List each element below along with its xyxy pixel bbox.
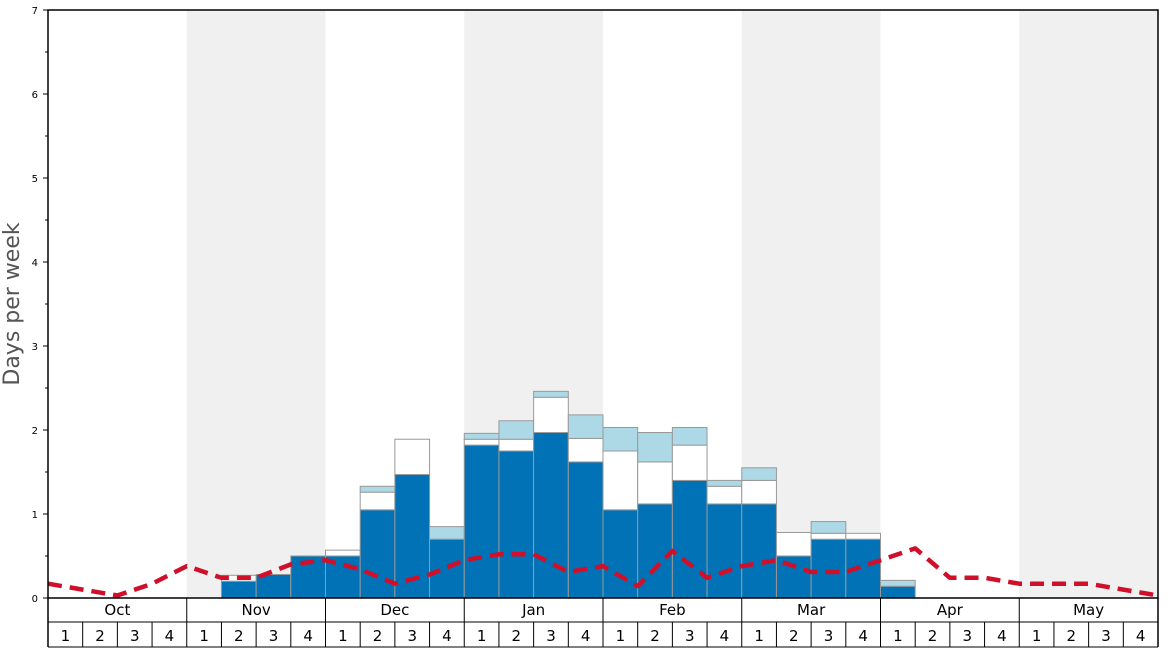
week-label: 3 <box>269 627 279 645</box>
week-label: 4 <box>997 627 1007 645</box>
bar-segment-white <box>533 396 569 434</box>
week-label: 1 <box>893 627 903 645</box>
week-label: 1 <box>754 627 764 645</box>
week-label: 2 <box>789 627 799 645</box>
week-label: 4 <box>442 627 452 645</box>
week-label: 1 <box>61 627 71 645</box>
month-label-nov: Nov <box>241 601 270 619</box>
bar-segment-dark <box>741 503 777 599</box>
month-label-jan: Jan <box>521 601 545 619</box>
week-label: 2 <box>512 627 522 645</box>
bar-segment-light <box>602 426 639 452</box>
week-label: 2 <box>1067 627 1077 645</box>
month-label-feb: Feb <box>659 601 686 619</box>
week-label: 4 <box>165 627 175 645</box>
bar-segment-light <box>706 479 743 487</box>
bar-segment-light <box>637 432 673 463</box>
bar-segment-light <box>880 579 916 587</box>
month-label-dec: Dec <box>380 601 409 619</box>
week-label: 3 <box>407 627 417 645</box>
week-label: 2 <box>650 627 660 645</box>
bar-segment-dark <box>429 538 465 599</box>
week-label: 4 <box>1136 627 1146 645</box>
bar-segment-light <box>741 467 777 481</box>
bar-segment-white <box>394 438 431 476</box>
bar-segment-dark <box>671 479 708 599</box>
week-label: 2 <box>373 627 383 645</box>
bar-segment-dark <box>602 509 639 599</box>
bar-segment-white <box>359 491 396 511</box>
bar-segment-white <box>775 531 812 557</box>
week-label: 1 <box>338 627 348 645</box>
month-shade-nov <box>186 10 326 598</box>
bar-segment-light <box>671 426 708 446</box>
month-label-apr: Apr <box>937 601 964 619</box>
y-tick-label: 5 <box>32 174 38 185</box>
month-shade-may <box>1019 10 1158 598</box>
week-label: 3 <box>546 627 556 645</box>
week-label: 3 <box>824 627 834 645</box>
bar-segment-light <box>533 390 569 398</box>
bar-segment-dark <box>498 450 535 599</box>
bar-segment-light <box>810 521 847 534</box>
week-label: 4 <box>581 627 591 645</box>
week-label: 2 <box>95 627 105 645</box>
y-tick-label: 2 <box>32 426 38 437</box>
y-tick-label: 0 <box>32 594 38 605</box>
bar-segment-dark <box>567 461 604 599</box>
axes: 0 1 2 3 4 5 6 7 Oct 1 2 3 4 Nov 1 2 3 4 Dec 1 2 3 4 Jan 1 2 3 4 Feb 1… <box>32 6 1159 648</box>
week-label: 1 <box>199 627 209 645</box>
bar-segment-white <box>637 461 673 505</box>
week-label: 2 <box>928 627 938 645</box>
week-label: 1 <box>1032 627 1042 645</box>
bar-segment-light <box>463 432 500 440</box>
bar-segment-light <box>429 526 465 540</box>
bar-segment-white <box>706 485 743 505</box>
bar-segment-dark <box>880 585 916 599</box>
month-shading <box>186 10 1158 598</box>
week-label: 3 <box>1101 627 1111 645</box>
bar-segment-white <box>567 437 604 463</box>
bar-segment-white <box>845 532 881 540</box>
average-line-path <box>47 546 1159 598</box>
week-label: 4 <box>858 627 868 645</box>
bar-segment-light <box>498 420 535 440</box>
week-label: 2 <box>234 627 244 645</box>
bar-segment-light <box>567 414 604 439</box>
bar-segment-white <box>741 479 777 505</box>
month-label-oct: Oct <box>104 601 130 619</box>
y-tick-label: 6 <box>32 90 38 101</box>
y-tick-label: 4 <box>32 258 38 269</box>
y-tick-label: 7 <box>32 6 38 17</box>
week-label: 1 <box>616 627 626 645</box>
bar-segment-dark <box>463 444 500 599</box>
month-label-may: May <box>1073 601 1104 619</box>
bar-segment-white <box>602 450 639 511</box>
y-tick-label: 3 <box>32 342 38 353</box>
bar-segment-dark <box>810 538 847 599</box>
bar-segment-dark <box>706 503 743 599</box>
month-label-mar: Mar <box>797 601 826 619</box>
y-axis-label: Days per week <box>0 222 25 385</box>
bar-segment-white <box>498 438 535 452</box>
week-label: 4 <box>720 627 730 645</box>
week-label: 1 <box>477 627 487 645</box>
bar-segment-dark <box>533 432 569 599</box>
week-label: 4 <box>303 627 313 645</box>
bar-segment-light <box>359 485 396 493</box>
y-tick-label: 1 <box>32 510 38 521</box>
bar-segment-white <box>671 444 708 481</box>
week-label: 3 <box>685 627 695 645</box>
bar-segment-white <box>325 549 361 557</box>
bar-segment-dark <box>775 555 812 599</box>
bar-segment-dark <box>220 580 257 599</box>
week-label: 3 <box>962 627 972 645</box>
bar-segment-white <box>463 438 500 446</box>
bar-segment-white <box>810 532 847 540</box>
week-label: 3 <box>130 627 140 645</box>
average-line <box>47 546 1159 598</box>
bar-segment-dark <box>359 509 396 599</box>
